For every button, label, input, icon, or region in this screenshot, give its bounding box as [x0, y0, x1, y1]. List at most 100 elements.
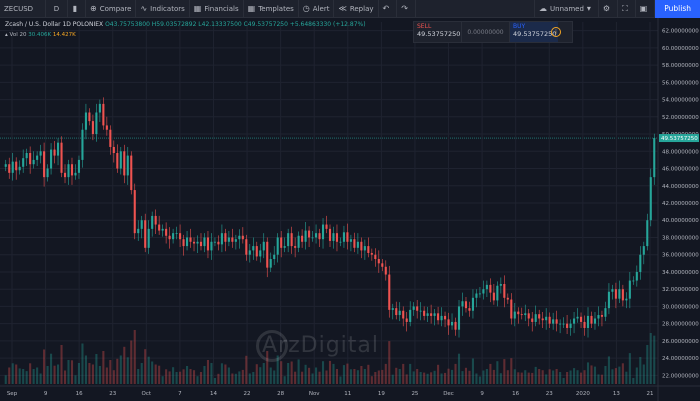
price-chart[interactable]: 62.00000000 60.00000000 58.00000000 56.0000… — [0, 18, 700, 401]
volume-bar — [332, 363, 335, 384]
volume-bar — [604, 366, 607, 384]
time-tick-label: Dec — [443, 391, 454, 397]
candle-body — [541, 318, 544, 321]
interval-label: D — [53, 4, 60, 13]
candle-body — [524, 313, 527, 316]
candle-body — [548, 316, 551, 324]
candle-body — [231, 237, 234, 242]
time-tick-label: 28 — [277, 391, 284, 397]
volume-bar — [440, 373, 443, 384]
info-icon[interactable]: i — [551, 27, 561, 37]
volume-bar — [32, 369, 35, 384]
buy-button[interactable]: BUY 49.53757250 — [510, 22, 558, 42]
volume-bar — [199, 372, 203, 384]
candle-body — [126, 155, 129, 176]
candle-body — [499, 284, 502, 286]
volume-bar — [611, 369, 614, 384]
volume-bar — [280, 361, 283, 384]
time-tick-label: 13 — [613, 391, 620, 397]
candle-body — [430, 313, 433, 316]
templates-button[interactable]: ▦ Templates — [244, 0, 299, 18]
layout-cloud-button[interactable]: ☁ Unnamed ▾ — [534, 0, 599, 18]
volume-bar — [213, 378, 216, 384]
volume-bar — [485, 369, 488, 384]
snapshot-button[interactable]: ▣ — [636, 0, 656, 18]
volume-bar — [8, 367, 11, 384]
candle-body — [88, 112, 91, 122]
candle-body — [186, 237, 189, 247]
volume-bar — [597, 374, 600, 384]
volume-bar — [395, 367, 398, 384]
volume-bar — [503, 359, 506, 384]
alert-button[interactable]: ◷ Alert — [299, 0, 335, 18]
candle-body — [597, 315, 600, 319]
volume-bar — [618, 366, 621, 384]
volume-bar — [56, 364, 60, 384]
chevron-down-icon: ▾ — [586, 4, 591, 13]
fullscreen-button[interactable]: ⛶ — [618, 0, 636, 18]
candle-body — [213, 241, 216, 243]
alert-label: Alert — [312, 4, 330, 13]
candle-body — [593, 318, 597, 324]
candle-body — [144, 220, 147, 248]
candle-body — [457, 306, 461, 330]
volume-bar — [161, 376, 164, 384]
volume-bar — [308, 367, 311, 384]
gear-icon: ⚙ — [602, 4, 611, 13]
candle-body — [356, 241, 359, 248]
candle-body — [189, 237, 192, 242]
symbol-search[interactable]: ZECUSD — [0, 0, 46, 18]
volume-bar — [639, 357, 642, 384]
volume-bar — [50, 353, 53, 384]
compare-button[interactable]: ⊕ Compare — [86, 0, 137, 18]
volume-bar — [192, 370, 196, 384]
volume-bar — [130, 340, 133, 384]
volume-bar — [646, 345, 649, 384]
publish-button[interactable]: Publish — [655, 0, 700, 18]
volume-bar — [573, 368, 576, 384]
financials-button[interactable]: ▦ Financials — [190, 0, 244, 18]
candle-body — [161, 228, 164, 231]
candle-body — [18, 166, 21, 171]
undo-button[interactable]: ↶ — [379, 0, 398, 18]
candle-body — [639, 254, 642, 272]
candle-body — [482, 289, 485, 294]
chevron-up-icon[interactable]: ▴ — [5, 32, 8, 38]
candle-body — [583, 321, 586, 328]
volume-bar — [154, 364, 157, 384]
volume-bar — [482, 370, 485, 384]
volume-bar — [252, 372, 255, 384]
interval-button[interactable]: D — [46, 0, 68, 18]
candle-body — [517, 311, 520, 315]
candle-body — [318, 233, 321, 240]
volume-bar — [548, 369, 551, 384]
candle-body — [220, 233, 223, 245]
settings-button[interactable]: ⚙ — [599, 0, 619, 18]
volume-bar — [84, 355, 87, 384]
volume-bar — [423, 372, 426, 384]
candle-body — [308, 230, 311, 238]
redo-button[interactable]: ↷ — [397, 0, 416, 18]
candle-body — [513, 311, 516, 319]
volume-bar — [426, 373, 429, 384]
legend-title: Zcash / U.S. Dollar 1D POLONIEX — [5, 21, 104, 28]
volume-bar — [621, 363, 624, 384]
volume-bar — [499, 373, 502, 384]
candle-body — [168, 235, 171, 240]
indicators-button[interactable]: ∿ Indicators — [136, 0, 190, 18]
volume-bar — [29, 363, 32, 384]
candle-body — [538, 314, 541, 319]
candle-body — [315, 233, 318, 238]
candle-body — [552, 319, 555, 324]
volume-bar — [165, 369, 168, 384]
chart-type-button[interactable]: ▮ — [68, 0, 86, 18]
candle-body — [471, 297, 474, 311]
candle-body — [4, 164, 7, 167]
candle-body — [423, 310, 426, 316]
time-axis: Sep 9 16 23 Oct 7 14 22 28 Nov 11 19 25 Dec 9 16 23 2020 1… — [0, 385, 700, 397]
replay-button[interactable]: ≪ Replay — [334, 0, 379, 18]
candle-body — [67, 164, 70, 178]
candle-body — [109, 129, 112, 147]
volume-bar — [559, 372, 562, 384]
sell-button[interactable]: SELL 49.53757250 — [414, 22, 462, 42]
